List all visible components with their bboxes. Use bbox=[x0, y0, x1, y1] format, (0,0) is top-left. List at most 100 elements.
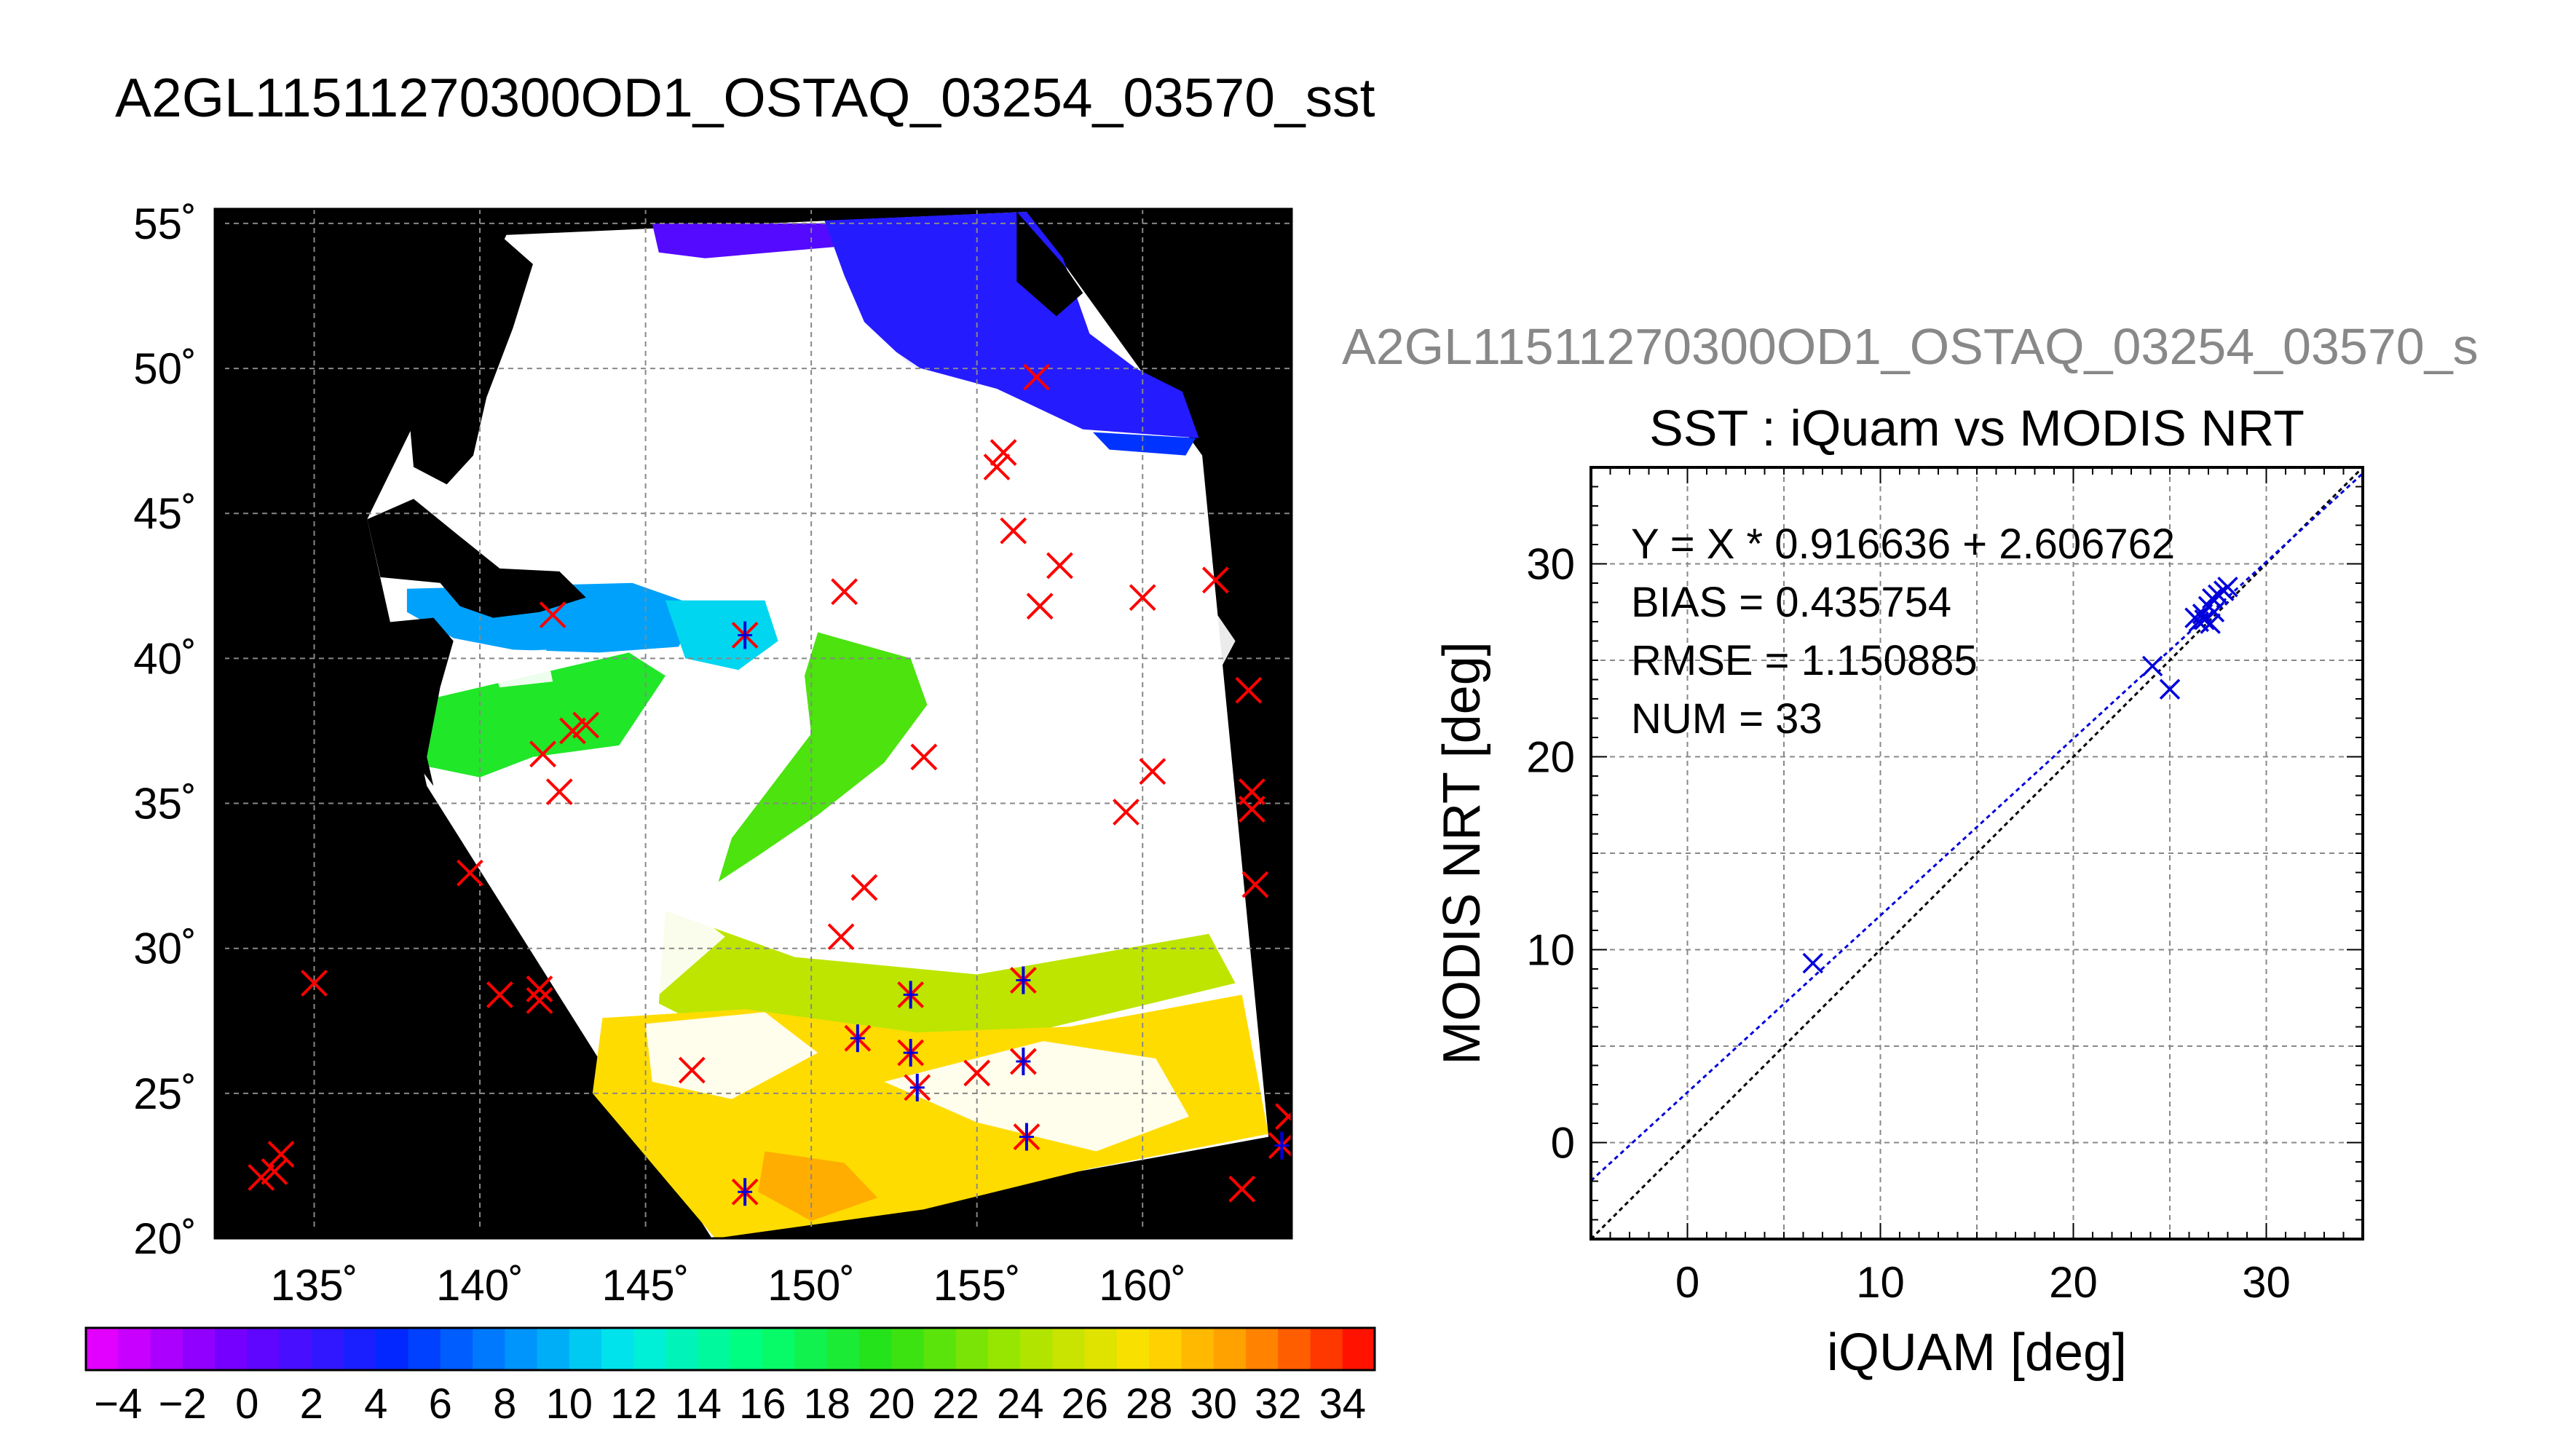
sst-region-5 bbox=[423, 652, 666, 778]
cloud-patch-3 bbox=[791, 838, 944, 925]
cloud-patch-0 bbox=[513, 281, 964, 491]
matched-marker-9 bbox=[1274, 1131, 1290, 1160]
colorbar-cell bbox=[408, 1328, 441, 1370]
matched-marker-7 bbox=[1019, 1123, 1034, 1151]
map-gridlines bbox=[215, 209, 1292, 1238]
colorbar-cell bbox=[1149, 1328, 1182, 1370]
colorbar-cells bbox=[86, 1328, 1375, 1370]
matchup-marker-4 bbox=[1046, 552, 1073, 579]
scatter-x-tick-label: 30 bbox=[2242, 1258, 2291, 1307]
matchup-marker-44 bbox=[1275, 1103, 1292, 1131]
colorbar-cell bbox=[730, 1328, 763, 1370]
colorbar-cell bbox=[569, 1328, 602, 1370]
scatter-x-tick-label: 0 bbox=[1675, 1258, 1699, 1307]
map-y-tick-label: 50˚ bbox=[133, 344, 197, 393]
scatter-annotation-1: BIAS = 0.435754 bbox=[1631, 579, 1951, 626]
regression-fit-line bbox=[1591, 472, 2363, 1182]
matchup-marker-26 bbox=[526, 986, 553, 1014]
one-to-one-line bbox=[1591, 467, 2363, 1239]
matchup-marker-19 bbox=[559, 717, 586, 745]
colorbar-tick-label: 6 bbox=[429, 1380, 452, 1428]
colorbar-tick-label: 0 bbox=[235, 1380, 258, 1428]
matchup-marker-9 bbox=[1235, 676, 1263, 704]
scatter-annotation-2: RMSE = 1.150885 bbox=[1631, 637, 1978, 684]
colorbar-cell bbox=[891, 1328, 925, 1370]
colorbar-tick-label: 28 bbox=[1126, 1380, 1173, 1428]
map-x-tick-label: 150˚ bbox=[767, 1261, 855, 1310]
scatter-point-1 bbox=[2141, 655, 2163, 677]
land-3 bbox=[1016, 212, 1083, 317]
matchup-marker-30 bbox=[827, 923, 855, 951]
colorbar-tick-label: 30 bbox=[1190, 1380, 1237, 1428]
colorbar-cell bbox=[1117, 1328, 1150, 1370]
map-frame bbox=[213, 207, 1293, 1240]
sst-region-2 bbox=[1093, 432, 1196, 456]
scatter-y-tick-labels: 0 10 20 30 bbox=[1526, 540, 1575, 1168]
colorbar-cell bbox=[955, 1328, 989, 1370]
sst-region-9 bbox=[758, 1151, 878, 1222]
matchup-marker-24 bbox=[486, 981, 513, 1008]
matched-overlay-markers bbox=[738, 621, 1290, 1206]
matchup-marker-20 bbox=[572, 711, 600, 739]
cloud-patch-7 bbox=[499, 762, 652, 833]
colorbar-cell bbox=[762, 1328, 796, 1370]
colorbar-cell bbox=[1246, 1328, 1279, 1370]
colorbar-cell bbox=[440, 1328, 473, 1370]
colorbar-cell bbox=[537, 1328, 570, 1370]
colorbar-tick-label: 2 bbox=[300, 1380, 323, 1428]
matchup-marker-21 bbox=[545, 778, 573, 806]
matchup-marker-12 bbox=[1139, 758, 1166, 786]
sst-region-1 bbox=[824, 212, 1199, 438]
map-y-tick-label: 30˚ bbox=[133, 925, 197, 973]
matchup-marker-18 bbox=[529, 740, 556, 768]
matched-marker-4 bbox=[909, 1073, 925, 1101]
colorbar-cell bbox=[311, 1328, 344, 1370]
colorbar-tick-label: 26 bbox=[1061, 1380, 1108, 1428]
main-title: A2GL11511270300OD1_OSTAQ_03254_03570_sst bbox=[115, 67, 1375, 128]
colorbar-cell bbox=[859, 1328, 892, 1370]
cloud-patch-2 bbox=[931, 728, 1242, 943]
cloud-patch-1 bbox=[765, 496, 1236, 728]
scatter-point-8 bbox=[2200, 613, 2221, 634]
scatter-x-tick-label: 10 bbox=[1856, 1258, 1905, 1307]
matchup-marker-28 bbox=[261, 1158, 288, 1185]
colorbar-cell bbox=[86, 1328, 119, 1370]
scatter-x-axis-label: iQUAM [deg] bbox=[1827, 1324, 2127, 1382]
matchup-marker-3 bbox=[1000, 517, 1027, 545]
colorbar: −4 −2 0 2 4 6 8 10 12 14 16 18 20 22 24 26 28 30 32 34 bbox=[84, 1326, 1376, 1428]
colorbar-cell bbox=[344, 1328, 376, 1370]
colorbar-cell bbox=[1052, 1328, 1086, 1370]
map-y-tick-label: 45˚ bbox=[133, 489, 197, 538]
colorbar-cell bbox=[376, 1328, 409, 1370]
scatter-y-tick-label: 10 bbox=[1526, 926, 1575, 975]
sst-scatter: 0 10 20 30 0 10 20 30 Y = X * 0.916636 + 2.606… bbox=[1526, 466, 2364, 1307]
matchup-marker-11 bbox=[1238, 796, 1265, 823]
matchup-marker-2 bbox=[983, 454, 1011, 480]
colorbar-cell bbox=[633, 1328, 667, 1370]
scatter-annotation-3: NUM = 33 bbox=[1631, 695, 1823, 743]
colorbar-tick-label: 4 bbox=[364, 1380, 387, 1428]
matchup-marker-6 bbox=[831, 578, 858, 606]
scatter-y-tick-label: 30 bbox=[1526, 540, 1575, 589]
matchup-marker-14 bbox=[1241, 871, 1269, 898]
map-longitude-ticks: 135˚ 140˚ 145˚ 150˚ 155˚ 160˚ bbox=[270, 1228, 1186, 1310]
land-2 bbox=[374, 617, 454, 786]
matchup-marker-8 bbox=[1201, 566, 1229, 594]
matchup-marker-15 bbox=[910, 743, 938, 771]
scatter-subtitle: A2GL11511270300OD1_OSTAQ_03254_03570_s bbox=[1342, 318, 2479, 375]
colorbar-cell bbox=[601, 1328, 634, 1370]
scatter-point-2 bbox=[2159, 678, 2181, 700]
map-y-tick-label: 35˚ bbox=[133, 780, 197, 828]
map-x-tick-label: 155˚ bbox=[933, 1261, 1021, 1310]
colorbar-cell bbox=[118, 1328, 151, 1370]
scatter-point-6 bbox=[2194, 609, 2215, 630]
matchup-marker-5 bbox=[1026, 593, 1054, 620]
map-latitude-ticks: 20˚ 25˚ 30˚ 35˚ 40˚ 45˚ 50˚ 55˚ bbox=[133, 199, 225, 1263]
matched-marker-3 bbox=[903, 1039, 918, 1067]
colorbar-cell bbox=[150, 1328, 183, 1370]
scatter-x-tick-labels: 0 10 20 30 bbox=[1675, 1258, 2291, 1307]
colorbar-cell bbox=[215, 1328, 248, 1370]
matched-marker-1 bbox=[903, 981, 918, 1009]
map-y-tick-label: 55˚ bbox=[133, 199, 197, 248]
